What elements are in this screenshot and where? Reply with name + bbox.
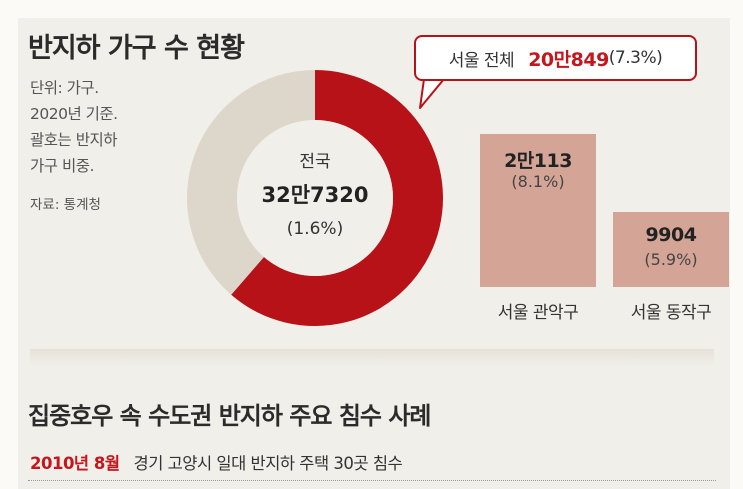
donut-center-label: 전국 <box>299 152 330 172</box>
callout-value: 20만849 <box>528 48 609 71</box>
unit-note: 단위: 가구. <box>30 79 99 97</box>
section-title: 집중호우 속 수도권 반지하 주요 침수 사례 <box>28 402 431 430</box>
paren-note-2: 가구 비중. <box>30 157 94 175</box>
category-label-dongjak: 서울 동작구 <box>630 303 712 323</box>
paren-note: 괄호는 반지하 <box>30 131 118 149</box>
callout-pointer <box>419 78 445 109</box>
bar-gwanak <box>480 134 596 287</box>
donut-slice-seoul <box>231 70 444 326</box>
bar-value-dongjak: 9904 <box>645 223 697 246</box>
bar-dongjak <box>613 211 729 287</box>
callout-label: 서울 전체 <box>448 50 515 71</box>
source-note: 자료: 통계청 <box>30 197 101 213</box>
seoul-callout: 서울 전체 20만849 (7.3%) <box>414 35 697 81</box>
donut-center-pct: (1.6%) <box>287 219 343 239</box>
donut-center-value: 32만7320 <box>262 183 369 207</box>
bar-pct-gwanak: (8.1%) <box>511 172 565 191</box>
category-label-gwanak: 서울 관악구 <box>497 303 579 323</box>
year-note: 2020년 기준. <box>30 105 118 123</box>
case-item: 2010년 8월 경기 고양시 일대 반지하 주택 30곳 침수 <box>30 450 403 474</box>
bar-value-gwanak: 2만113 <box>504 150 572 172</box>
dotted-separator <box>28 480 716 481</box>
case-description: 경기 고양시 일대 반지하 주택 30곳 침수 <box>133 454 403 473</box>
callout-pct: (7.3%) <box>608 48 663 68</box>
case-date: 2010년 8월 <box>30 454 120 473</box>
section-divider <box>30 349 714 367</box>
chart-title: 반지하 가구 수 현황 <box>28 33 245 64</box>
donut-hole <box>237 120 393 276</box>
bar-pct-dongjak: (5.9%) <box>644 249 698 269</box>
donut-slice-other <box>187 70 315 295</box>
